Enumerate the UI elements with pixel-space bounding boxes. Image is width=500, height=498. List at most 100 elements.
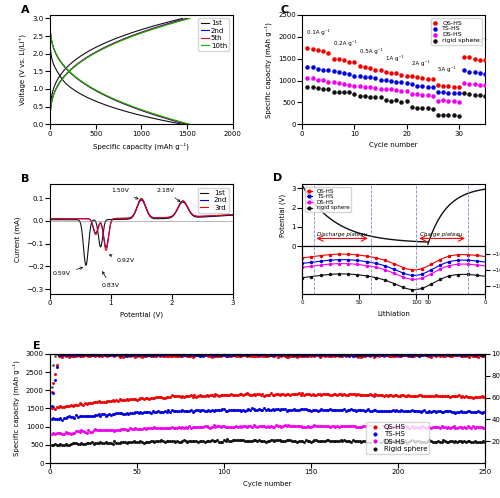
Point [238,350,246,358]
Point [64,429,72,437]
Point [279,390,287,398]
Point [394,391,402,399]
Point [324,352,332,360]
Point [88,438,96,446]
Point [426,437,434,445]
TS-HS [439,88,447,96]
Point [185,422,193,430]
Point [300,352,308,360]
rigid sphere [413,105,421,113]
Point [392,351,400,359]
Point [70,351,78,359]
Point [105,351,113,359]
Point [387,350,395,358]
TS-HS [345,70,353,78]
Point [234,423,242,431]
Point [452,408,460,416]
Point [119,438,127,446]
Point [112,351,120,359]
Point [121,409,129,417]
Point [148,437,156,445]
Point [434,350,442,358]
Text: B: B [21,174,29,184]
rigid sphere [306,274,312,280]
DS-HS [429,92,437,100]
Point [335,351,343,359]
TS-HS [429,83,437,91]
Point [142,425,150,433]
Point [416,351,424,359]
Point [56,350,64,358]
Point [392,391,400,399]
Point [364,391,372,399]
Point [116,409,124,417]
Point [198,391,205,399]
Point [304,437,312,445]
Point [187,350,195,358]
Point [185,392,193,400]
Point [79,440,87,448]
Point [250,390,258,398]
rigid sphere [387,97,395,105]
Point [420,392,428,400]
Point [107,439,115,447]
Point [76,350,84,358]
Point [276,436,283,444]
Point [50,441,58,449]
Point [476,351,484,359]
Point [122,439,130,447]
Point [114,439,122,447]
Point [268,351,276,359]
Point [220,405,228,413]
Point [380,422,388,430]
Point [308,351,316,359]
Point [182,392,190,400]
Point [458,408,466,416]
Point [446,424,454,432]
Point [178,350,186,358]
2nd [101,92,107,98]
Point [321,390,329,398]
Point [408,422,416,430]
Point [100,351,108,359]
3rd [131,211,137,217]
Point [241,351,249,359]
Point [110,437,118,445]
TS-HS [387,77,395,85]
Point [404,351,412,359]
TS-HS [466,68,473,76]
Point [256,391,264,399]
Point [256,352,264,360]
Point [79,351,87,359]
Point [350,422,358,430]
Point [310,351,318,359]
Point [128,409,136,417]
Point [455,350,463,358]
Point [372,352,380,360]
Point [244,351,252,359]
2nd [224,212,230,218]
Point [230,423,238,431]
Point [332,390,340,398]
Point [154,393,162,401]
Point [466,393,473,401]
Point [81,440,89,448]
Point [476,408,484,416]
Point [138,394,146,402]
DS-HS [340,80,348,88]
Point [108,426,116,434]
Point [316,353,324,361]
Point [112,426,120,434]
Point [402,407,410,415]
Point [470,408,478,416]
Point [304,351,312,359]
QS-HS [366,64,374,72]
Point [238,350,246,358]
Point [352,437,360,445]
Point [213,406,221,414]
Point [227,423,235,431]
Point [246,391,254,399]
Point [342,422,350,430]
Point [404,407,412,415]
Point [361,422,369,430]
